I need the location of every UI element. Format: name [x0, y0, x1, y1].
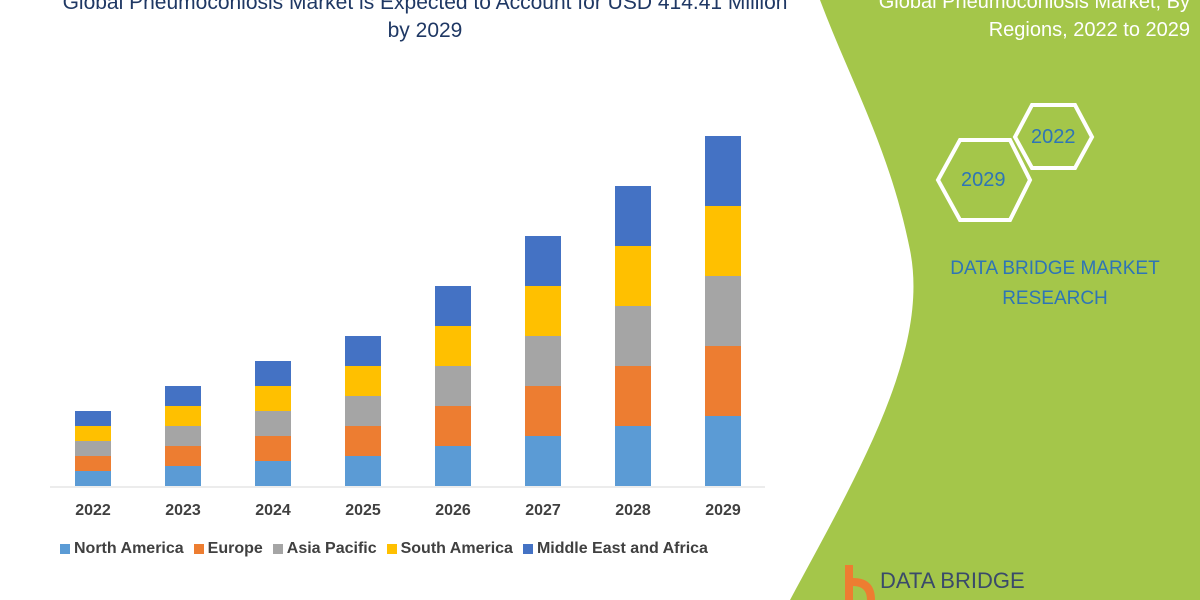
- bar-segment-2029-south-america: [705, 206, 741, 276]
- bar-segment-2024-asia-pacific: [255, 411, 291, 436]
- bar-segment-2023-middle-east-and-africa: [165, 386, 201, 406]
- legend-swatch: [60, 544, 70, 554]
- legend-item: Europe: [193, 540, 263, 558]
- legend-item: Asia Pacific: [272, 540, 377, 558]
- legend-swatch: [522, 544, 533, 554]
- green-panel: [790, 0, 1200, 600]
- legend-label: Asia Pacific: [286, 540, 377, 557]
- bar-segment-2027-europe: [525, 386, 561, 436]
- bar-segment-2027-south-america: [525, 286, 561, 336]
- bar-segment-2022-asia-pacific: [75, 441, 111, 456]
- hexagon-2022: [1012, 103, 1095, 170]
- bar-segment-2025-europe: [345, 426, 381, 456]
- bar-segment-2027-asia-pacific: [525, 336, 561, 386]
- hex-label-2022: 2022: [1031, 126, 1076, 148]
- x-tick-label: 2026: [435, 502, 471, 519]
- bar-segment-2024-europe: [255, 436, 291, 461]
- brand-text: DATA BRIDGE MARKET RESEARCH: [950, 258, 1160, 309]
- bar-segment-2026-south-america: [435, 326, 471, 366]
- legend: North America Europe Asia Pacific South Ame…: [60, 540, 708, 558]
- legend-swatch: [386, 544, 397, 554]
- legend-swatch: [193, 544, 204, 554]
- logo-text: DATA BRIDGE: [880, 568, 1025, 593]
- x-tick-label: 2027: [525, 502, 561, 519]
- bar-segment-2029-middle-east-and-africa: [705, 136, 741, 206]
- legend-label: South America: [400, 540, 513, 557]
- bar-segment-2022-south-america: [75, 426, 111, 441]
- stacked-bar-chart: [50, 136, 765, 488]
- bar-segment-2023-asia-pacific: [165, 426, 201, 446]
- bar-segment-2022-middle-east-and-africa: [75, 411, 111, 426]
- bar-segment-2026-europe: [435, 406, 471, 446]
- bar-segment-2029-north-america: [705, 416, 741, 486]
- legend-label: Middle East and Africa: [536, 540, 708, 557]
- bar-segment-2026-asia-pacific: [435, 366, 471, 406]
- bar-segment-2029-asia-pacific: [705, 276, 741, 346]
- bar-segment-2025-asia-pacific: [345, 396, 381, 426]
- bar-segment-2028-asia-pacific: [615, 306, 651, 366]
- legend-label: Europe: [207, 540, 263, 557]
- bar-segment-2025-middle-east-and-africa: [345, 336, 381, 366]
- bar-segment-2024-middle-east-and-africa: [255, 361, 291, 386]
- chart-title: Global Pneumoconiosis Market is Expected…: [62, 0, 788, 42]
- x-tick-label: 2022: [75, 502, 111, 519]
- bar-segment-2025-north-america: [345, 456, 381, 486]
- bar-segment-2024-north-america: [255, 461, 291, 486]
- bar-segment-2026-north-america: [435, 446, 471, 486]
- side-panel-title: Global Pneumoconiosis Market, By Regions…: [878, 0, 1190, 41]
- bar-segment-2028-middle-east-and-africa: [615, 186, 651, 246]
- legend-item: South America: [386, 540, 513, 558]
- x-tick-label: 2025: [345, 502, 381, 519]
- bar-segment-2027-middle-east-and-africa: [525, 236, 561, 286]
- bar-segment-2028-south-america: [615, 246, 651, 306]
- bar-segment-2022-north-america: [75, 471, 111, 486]
- bar-segment-2027-north-america: [525, 436, 561, 486]
- logo-icon: [845, 565, 875, 600]
- bar-segment-2022-europe: [75, 456, 111, 471]
- bar-segment-2028-north-america: [615, 426, 651, 486]
- bar-segment-2026-middle-east-and-africa: [435, 286, 471, 326]
- legend-item: Middle East and Africa: [522, 540, 708, 558]
- x-tick-label: 2023: [165, 502, 201, 519]
- hex-label-2029: 2029: [961, 169, 1006, 191]
- legend-item: North America: [60, 540, 184, 558]
- x-tick-label: 2028: [615, 502, 651, 519]
- bar-segment-2023-europe: [165, 446, 201, 466]
- bar-segment-2028-europe: [615, 366, 651, 426]
- x-tick-label: 2029: [705, 502, 741, 519]
- bar-segment-2029-europe: [705, 346, 741, 416]
- bar-segment-2023-north-america: [165, 466, 201, 486]
- bar-segment-2025-south-america: [345, 366, 381, 396]
- bar-segment-2023-south-america: [165, 406, 201, 426]
- hexagon-2029: [935, 138, 1033, 222]
- x-tick-label: 2024: [255, 502, 291, 519]
- bar-segment-2024-south-america: [255, 386, 291, 411]
- legend-label: North America: [74, 540, 184, 557]
- legend-swatch: [272, 544, 283, 554]
